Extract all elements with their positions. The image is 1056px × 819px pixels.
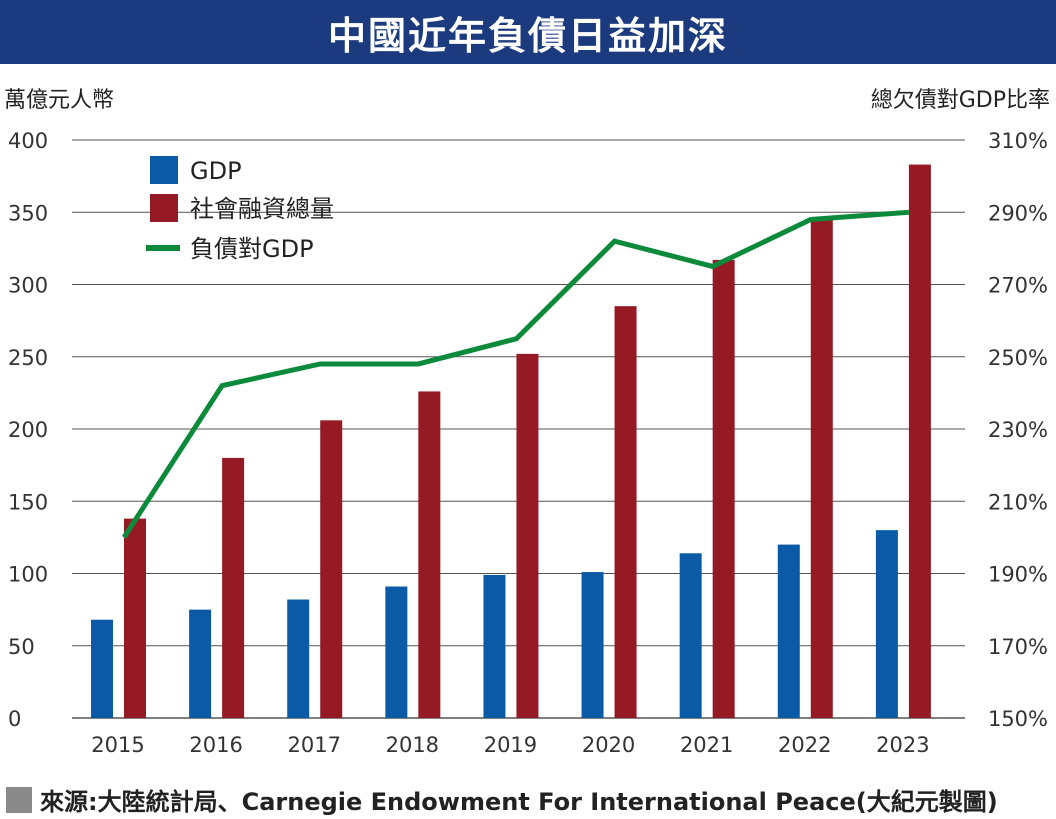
y-tick-label: 200: [8, 418, 48, 442]
y-tick-label: 150: [8, 490, 48, 514]
debt-to-gdp-line: [121, 209, 910, 539]
x-tick-label: 2021: [680, 733, 733, 757]
legend-gdp-label: GDP: [190, 157, 242, 185]
legend-tsf-label: 社會融資總量: [190, 195, 334, 223]
tsf-bar: [908, 164, 931, 718]
y2-tick-label: 250%: [988, 346, 1048, 370]
gdp-bar: [385, 586, 408, 718]
x-tick-label: 2018: [386, 733, 439, 757]
x-tick-label: 2022: [778, 733, 831, 757]
gdp-bar: [189, 609, 212, 718]
tsf-bar: [712, 259, 735, 718]
x-tick-label: 2019: [484, 733, 537, 757]
tsf-bar: [418, 391, 441, 718]
tsf-bar: [516, 353, 539, 718]
y2-tick-label: 230%: [988, 418, 1048, 442]
y2-tick-label: 210%: [988, 490, 1048, 514]
x-tick-label: 2016: [189, 733, 242, 757]
tsf-bar: [222, 457, 245, 718]
gdp-bar: [287, 599, 310, 718]
chart-title: 中國近年負債日益加深: [327, 13, 728, 58]
y-tick-label: 300: [8, 274, 48, 298]
y-tick-label: 0: [8, 707, 21, 731]
source-text: 來源:大陸統計局、Carnegie Endowment For Internat…: [40, 788, 998, 816]
tsf-bar: [810, 219, 833, 718]
y2-tick-label: 150%: [988, 707, 1048, 731]
x-tick-label: 2023: [876, 733, 929, 757]
y2-tick-label: 170%: [988, 635, 1048, 659]
legend-gdp-swatch: [150, 156, 178, 184]
y-tick-label: 400: [8, 129, 48, 153]
y-tick-label: 250: [8, 346, 48, 370]
y2-tick-label: 290%: [988, 201, 1048, 225]
gdp-bar: [483, 574, 506, 718]
y-tick-label: 50: [8, 635, 35, 659]
bars: [91, 164, 931, 718]
legend-ratio-label: 負債對GDP: [190, 235, 314, 263]
x-tick-label: 2020: [582, 733, 635, 757]
gdp-bar: [875, 530, 898, 718]
gdp-bar: [679, 553, 702, 718]
gdp-bar: [581, 572, 604, 718]
ratio-line-group: [121, 209, 910, 539]
tick-labels: 0 150% 50 170% 100 190% 150 210% 200 230% 250 250% 3…: [8, 129, 1048, 757]
tsf-bar: [614, 306, 637, 718]
y-axis-label: 萬億元人幣: [4, 88, 115, 113]
tsf-bar: [124, 518, 146, 718]
gdp-bar: [91, 619, 113, 718]
x-tick-label: 2017: [287, 733, 340, 757]
tsf-bar: [320, 420, 343, 718]
y-tick-label: 100: [8, 563, 48, 587]
legend-tsf-swatch: [150, 194, 178, 222]
y2-tick-label: 270%: [988, 274, 1048, 298]
source-square-icon: [6, 786, 32, 813]
gdp-bar: [777, 544, 800, 718]
source-footer: 來源:大陸統計局、Carnegie Endowment For Internat…: [6, 782, 998, 817]
chart-area: 0 150% 50 170% 100 190% 150 210% 200 230% 250 250% 3…: [8, 129, 1048, 757]
title-banner: 中國近年負債日益加深: [0, 0, 1056, 64]
y2-axis-label: 總欠債對GDP比率: [870, 88, 1050, 113]
y-tick-label: 350: [8, 201, 48, 225]
y2-tick-label: 310%: [988, 129, 1048, 153]
x-tick-label: 2015: [91, 733, 144, 757]
y2-tick-label: 190%: [988, 563, 1048, 587]
